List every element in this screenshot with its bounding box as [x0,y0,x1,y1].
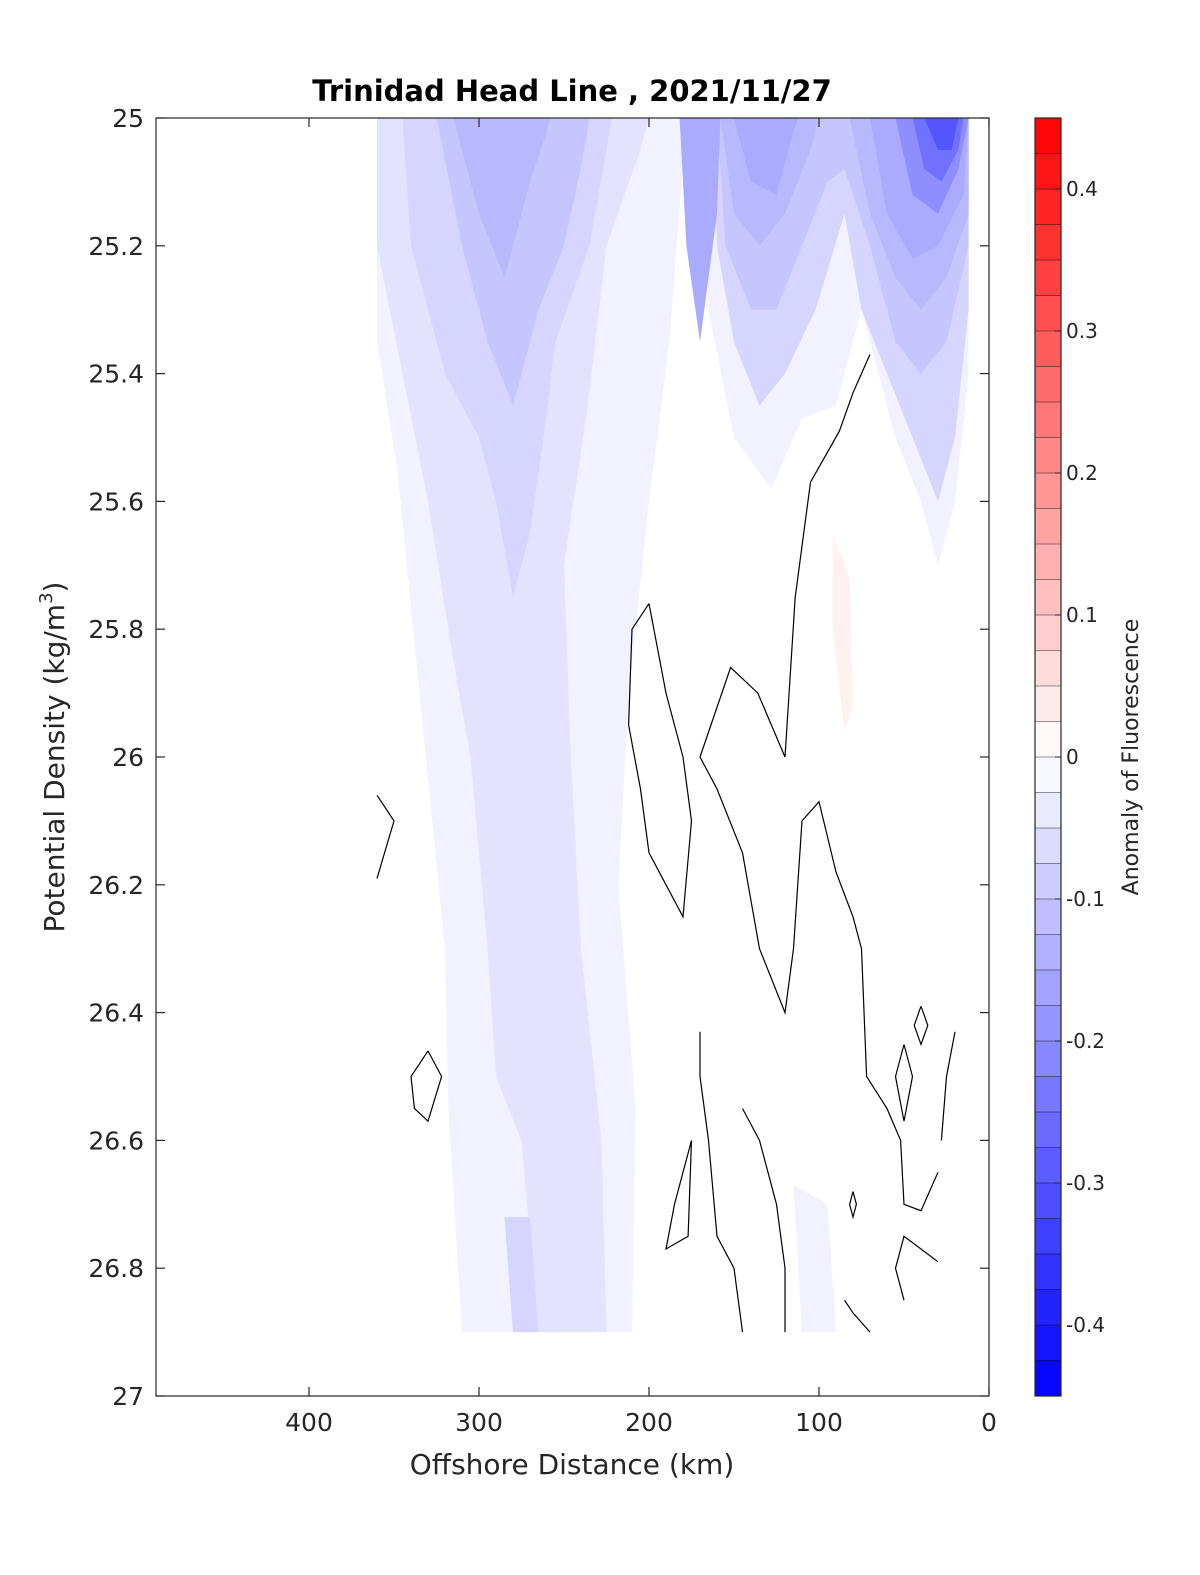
y-axis-title: Potential Density (kg/m3) [36,582,71,933]
colorbar-tick-label: 0.3 [1066,319,1098,343]
filled-region [793,1185,836,1333]
colorbar-swatch [1035,189,1061,225]
zero-contour-line [940,1031,956,1141]
colorbar-swatch [1035,118,1061,154]
colorbar-swatch [1035,1183,1061,1219]
y-tick-label: 26.8 [88,1254,144,1283]
y-tick-label: 26.6 [88,1126,144,1155]
filled-region [924,118,959,150]
colorbar-swatch [1035,366,1061,402]
colorbar-swatch [1035,934,1061,970]
colorbar-tick-label: -0.4 [1066,1313,1105,1337]
colorbar-tick-label: -0.2 [1066,1029,1105,1053]
y-tick-label: 26.4 [88,999,144,1028]
colorbar-tick-label: 0.2 [1066,461,1098,485]
colorbar-tick-label: -0.1 [1066,887,1105,911]
filled-region [734,118,799,195]
colorbar-swatch [1035,1254,1061,1290]
colorbar-swatch [1035,1360,1061,1396]
colorbar-swatch [1035,437,1061,473]
filled-region [832,533,853,732]
colorbar-swatch [1035,970,1061,1006]
colorbar-swatch [1035,402,1061,438]
colorbar-swatch [1035,899,1061,935]
y-axis-title-main: Potential Density (kg/m [38,604,71,933]
y-tick-label: 25.4 [88,360,144,389]
zero-contour-line [913,1005,929,1047]
y-tick-label: 25 [112,104,144,133]
y-tick-label: 26 [112,743,144,772]
colorbar-swatch [1035,757,1061,793]
x-tick-label: 0 [981,1408,997,1437]
y-axis: 25 25.2 25.4 25.6 25.8 26 26.2 26.4 26.6 26.8 27 [88,104,989,1411]
zero-contour-line [848,1191,858,1220]
x-tick-label: 300 [455,1408,503,1437]
colorbar-swatch [1035,1112,1061,1148]
colorbar-swatch [1035,331,1061,367]
y-tick-label: 25.6 [88,487,144,516]
chart-title: Trinidad Head Line , 2021/11/27 [312,74,832,108]
colorbar-swatch [1035,473,1061,509]
colorbar-swatch [1035,686,1061,722]
y-tick-label: 27 [112,1382,144,1411]
colorbar-swatch [1035,1041,1061,1077]
colorbar-tick-label: 0 [1066,745,1079,769]
zero-contour-line [894,1044,914,1122]
colorbar-swatch [1035,615,1061,651]
colorbar-swatch [1035,153,1061,189]
zero-contour-line [844,1299,871,1333]
colorbar-swatch [1035,1076,1061,1112]
colorbar-swatch [1035,224,1061,260]
colorbar-title: Anomaly of Fluorescence [1119,619,1144,896]
x-tick-label: 200 [625,1408,673,1437]
zero-contour-line [741,1108,786,1333]
y-tick-label: 25.2 [88,232,144,261]
zero-contour-line [699,354,939,1212]
y-axis-title-end: ) [38,582,71,593]
colorbar: 0.4 0.3 0.2 0.1 0 -0.1 -0.2 -0.3 -0.4 [1034,117,1105,1397]
filled-region [504,1217,539,1333]
colorbar-swatch [1035,1005,1061,1041]
filled-region [679,118,721,342]
colorbar-swatch [1035,650,1061,686]
colorbar-swatch [1035,792,1061,828]
colorbar-swatch [1035,544,1061,580]
plot-area [377,118,969,1333]
zero-contour-line [627,603,693,919]
filled-region [453,118,551,278]
colorbar-swatch [1035,295,1061,331]
contour-layer [376,354,956,1333]
colorbar-swatch [1035,721,1061,757]
colorbar-swatch [1035,1218,1061,1254]
y-axis-title-superscript: 3 [36,592,57,603]
colorbar-tick-label: 0.1 [1066,603,1098,627]
zero-contour-line [699,1031,744,1333]
zero-contour-line [376,794,395,879]
x-tick-label: 400 [285,1408,333,1437]
colorbar-swatch [1035,260,1061,296]
colorbar-swatch [1035,1147,1061,1183]
x-tick-label: 100 [795,1408,843,1437]
x-axis-title: Offshore Distance (km) [410,1448,735,1481]
y-tick-label: 25.8 [88,615,144,644]
colorbar-swatch [1035,508,1061,544]
zero-contour-line [665,1140,693,1251]
colorbar-swatch [1035,863,1061,899]
colorbar-swatch [1035,579,1061,615]
colorbar-swatch [1035,1289,1061,1325]
colorbar-tick-label: -0.3 [1066,1171,1105,1195]
filled-region [377,118,649,1333]
colorbar-swatch [1035,828,1061,864]
y-tick-label: 26.2 [88,871,144,900]
x-axis: 400 300 200 100 0 [285,118,997,1437]
zero-contour-line [894,1235,939,1301]
colorbar-swatch [1035,1325,1061,1361]
colorbar-tick-label: 0.4 [1066,177,1098,201]
zero-contour-line [410,1050,443,1123]
